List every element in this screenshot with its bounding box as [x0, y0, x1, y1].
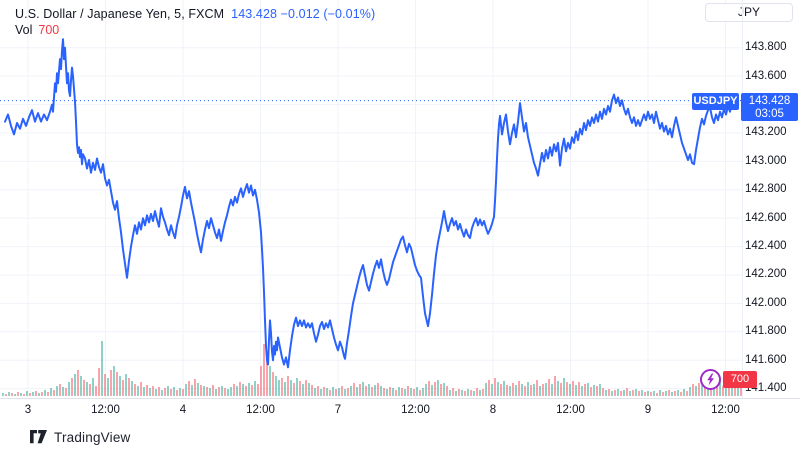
time-axis-label: 12:00	[556, 404, 585, 416]
price-axis-label: 143.600	[745, 69, 787, 82]
price-chart[interactable]	[0, 0, 742, 398]
last-price-badge: 143.428 03:05	[741, 93, 798, 121]
price-axis-label: 142.800	[745, 183, 787, 196]
price-axis-label: 141.800	[745, 325, 787, 338]
volume-label: Vol	[15, 23, 33, 37]
time-axis-label: 12:00	[711, 404, 740, 416]
price-axis-label: 141.600	[745, 353, 787, 366]
symbol-title: U.S. Dollar / Japanese Yen, 5, FXCM	[15, 7, 225, 21]
price-axis-label: 142.400	[745, 240, 787, 253]
tradingview-logo-text[interactable]: TradingView	[54, 429, 131, 445]
time-axis-label: 12:00	[246, 404, 275, 416]
price-axis[interactable]: 143.800143.600143.400143.200143.000142.8…	[742, 0, 800, 398]
flash-icon[interactable]	[699, 368, 722, 391]
symbol-legend[interactable]: U.S. Dollar / Japanese Yen, 5, FXCM 143.4…	[15, 7, 375, 21]
symbol-badge: USDJPY	[692, 93, 739, 110]
time-axis-label: 9	[644, 404, 652, 416]
volume-legend[interactable]: Vol 700	[15, 23, 59, 37]
time-axis-label: 4	[179, 404, 187, 416]
price-axis-label: 142.200	[745, 268, 787, 281]
time-axis-label: 8	[489, 404, 497, 416]
footer: TradingView	[30, 427, 131, 447]
tradingview-logo-icon[interactable]	[30, 430, 47, 444]
volume-axis-badge: 700	[723, 371, 757, 388]
quote-values: 143.428 −0.012 (−0.01%)	[231, 7, 376, 21]
time-axis-label: 12:00	[401, 404, 430, 416]
last-price-time: 03:05	[755, 108, 784, 120]
time-axis-label: 7	[334, 404, 342, 416]
time-axis[interactable]: 3 12:00 4 12:00 7 12:00 8 12:00 9 12:00	[0, 398, 800, 421]
currency-unit-button[interactable]: JPY	[705, 3, 793, 22]
price-axis-label: 142.600	[745, 211, 787, 224]
price-axis-label: 143.000	[745, 154, 787, 167]
time-axis-label: 12:00	[91, 404, 120, 416]
price-axis-label: 143.800	[745, 41, 787, 54]
price-axis-label: 142.000	[745, 296, 787, 309]
last-price-value: 143.428	[748, 95, 791, 107]
price-axis-label: 143.200	[745, 126, 787, 139]
time-axis-label: 3	[24, 404, 32, 416]
volume-value: 700	[38, 23, 60, 37]
